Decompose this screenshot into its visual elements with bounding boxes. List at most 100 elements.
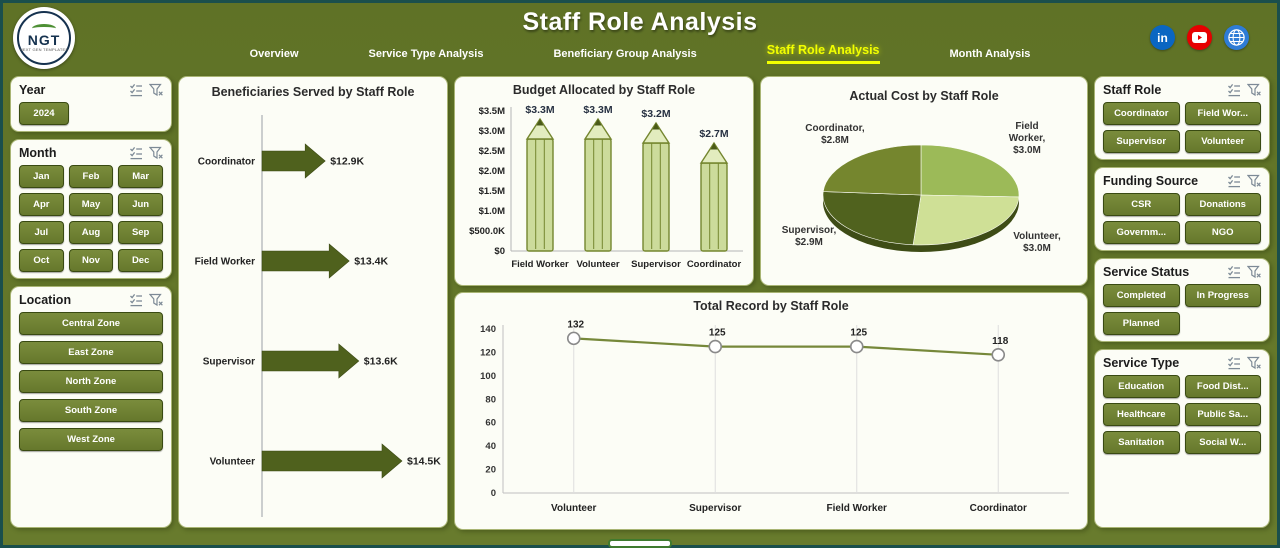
line-marker-field-worker[interactable] bbox=[849, 339, 864, 354]
multiselect-icon[interactable] bbox=[129, 146, 143, 160]
slicer-funding-source-option-ngo[interactable]: NGO bbox=[1184, 221, 1261, 244]
chart-title: Budget Allocated by Staff Role bbox=[512, 83, 696, 97]
pencil-bar[interactable] bbox=[583, 117, 613, 252]
clear-filter-icon[interactable] bbox=[1247, 174, 1261, 188]
slicer-service-type-option-food-dist[interactable]: Food Dist... bbox=[1184, 375, 1261, 398]
pencil-bar[interactable] bbox=[525, 117, 555, 252]
slicer-month: Month Jan Feb Mar Apr May Jun Jul Aug Sep Oct Nov D… bbox=[10, 139, 172, 279]
arrow-bar[interactable] bbox=[261, 343, 360, 379]
category-label: Field Worker bbox=[827, 503, 887, 514]
slicer-header: Service Type bbox=[1103, 356, 1261, 370]
slicer-month-option-apr[interactable]: Apr bbox=[19, 193, 64, 216]
pie-slice-supervisor[interactable] bbox=[822, 191, 922, 246]
pencil-bar[interactable] bbox=[641, 121, 671, 252]
slicer-location-option-south-zone[interactable]: South Zone bbox=[19, 399, 163, 422]
value-label: 132 bbox=[567, 319, 584, 330]
slicer-service-status-option-in-progress[interactable]: In Progress bbox=[1184, 284, 1261, 307]
ngt-logo-ring: NGT NEXT GEN TEMPLATES bbox=[17, 11, 71, 65]
category-label: Coordinator bbox=[198, 157, 255, 168]
y-tick-label: $1.5M bbox=[479, 186, 505, 197]
nav-tab-staff-role-analysis[interactable]: Staff Role Analysis bbox=[766, 43, 880, 64]
slicer-month-option-may[interactable]: May bbox=[68, 193, 114, 216]
value-label: $13.6K bbox=[364, 356, 398, 368]
clear-filter-icon[interactable] bbox=[149, 146, 163, 160]
linkedin-icon[interactable]: in bbox=[1150, 25, 1175, 50]
line-marker-supervisor[interactable] bbox=[708, 339, 723, 354]
y-tick-label: $3.0M bbox=[479, 126, 505, 137]
nav-tabs: Overview Service Type Analysis Beneficiary… bbox=[3, 43, 1277, 64]
clear-filter-icon[interactable] bbox=[1247, 265, 1261, 279]
slicer-staff-role-option-field-wor[interactable]: Field Wor... bbox=[1184, 102, 1261, 125]
actual-cost-chart-card: Actual Cost by Staff Role Field Worker, $3… bbox=[760, 76, 1088, 286]
slicer-staff-role-option-volunteer[interactable]: Volunteer bbox=[1184, 130, 1261, 153]
content: Year 2024 Month Jan Feb Mar Apr May Jun Jul bbox=[3, 69, 1277, 535]
slicer-month-option-sep[interactable]: Sep bbox=[118, 221, 163, 244]
slicer-month-option-dec[interactable]: Dec bbox=[118, 249, 163, 272]
clear-filter-icon[interactable] bbox=[1247, 356, 1261, 370]
slicer-header: Funding Source bbox=[1103, 174, 1261, 188]
slicer-location-option-west-zone[interactable]: West Zone bbox=[19, 428, 163, 451]
pie-slice-coordinator[interactable] bbox=[822, 144, 922, 196]
arrow-bar[interactable] bbox=[261, 243, 350, 279]
pie-label: Volunteer, $3.0M bbox=[1013, 231, 1061, 254]
multiselect-icon[interactable] bbox=[1227, 265, 1241, 279]
globe-icon[interactable] bbox=[1224, 25, 1249, 50]
chart-title: Total Record by Staff Role bbox=[693, 299, 849, 313]
line-marker-volunteer[interactable] bbox=[566, 331, 581, 346]
slicer-service-type-option-sanitation[interactable]: Sanitation bbox=[1103, 431, 1180, 454]
slicer-month-option-aug[interactable]: Aug bbox=[68, 221, 114, 244]
nav-tab-beneficiary-group-analysis[interactable]: Beneficiary Group Analysis bbox=[553, 48, 697, 60]
slicer-funding-source-option-donations[interactable]: Donations bbox=[1184, 193, 1261, 216]
line-marker-coordinator[interactable] bbox=[991, 347, 1006, 362]
multiselect-icon[interactable] bbox=[129, 293, 143, 307]
pie-slice-volunteer[interactable] bbox=[912, 194, 1020, 246]
slicer-service-type-option-social-w[interactable]: Social W... bbox=[1184, 431, 1261, 454]
slicer-header: Staff Role bbox=[1103, 83, 1261, 97]
slicer-service-type: Service Type Education Food Dist... Health… bbox=[1094, 349, 1270, 528]
y-tick-label: 40 bbox=[485, 441, 496, 452]
slicer-location-option-east-zone[interactable]: East Zone bbox=[19, 341, 163, 364]
slicer-service-status-option-completed[interactable]: Completed bbox=[1103, 284, 1180, 307]
slicer-funding-source-option-csr[interactable]: CSR bbox=[1103, 193, 1180, 216]
slicer-month-option-jul[interactable]: Jul bbox=[19, 221, 64, 244]
slicer-staff-role-option-supervisor[interactable]: Supervisor bbox=[1103, 130, 1180, 153]
clear-filter-icon[interactable] bbox=[149, 83, 163, 97]
slicer-funding-source-option-governm[interactable]: Governm... bbox=[1103, 221, 1180, 244]
nav-tab-overview[interactable]: Overview bbox=[249, 48, 299, 60]
header: NGT NEXT GEN TEMPLATES Staff Role Analys… bbox=[3, 3, 1277, 69]
multiselect-icon[interactable] bbox=[1227, 174, 1241, 188]
clear-filter-icon[interactable] bbox=[149, 293, 163, 307]
slicer-month-option-nov[interactable]: Nov bbox=[68, 249, 114, 272]
globe-glyph bbox=[1228, 29, 1245, 46]
slicer-service-type-option-education[interactable]: Education bbox=[1103, 375, 1180, 398]
slicer-month-option-mar[interactable]: Mar bbox=[118, 165, 163, 188]
chart-title: Beneficiaries Served by Staff Role bbox=[211, 85, 415, 99]
page-title: Staff Role Analysis bbox=[522, 8, 758, 36]
multiselect-icon[interactable] bbox=[1227, 356, 1241, 370]
slicer-location-option-north-zone[interactable]: North Zone bbox=[19, 370, 163, 393]
slicer-service-status-option-planned[interactable]: Planned bbox=[1103, 312, 1180, 335]
slicer-title: Service Type bbox=[1103, 356, 1180, 370]
youtube-icon[interactable] bbox=[1187, 25, 1212, 50]
pencil-bar[interactable] bbox=[699, 141, 729, 252]
slicer-month-option-jan[interactable]: Jan bbox=[19, 165, 64, 188]
pencil-chart-svg: $0 $500.0K $1.0M $1.5M $2.0M $2.5M $3.0M $3.5M $… bbox=[469, 104, 743, 270]
slicer-month-option-oct[interactable]: Oct bbox=[19, 249, 64, 272]
arrow-bar[interactable] bbox=[261, 443, 403, 479]
slicer-staff-role-option-coordinator[interactable]: Coordinator bbox=[1103, 102, 1180, 125]
multiselect-icon[interactable] bbox=[1227, 83, 1241, 97]
multiselect-icon[interactable] bbox=[129, 83, 143, 97]
arrow-bar[interactable] bbox=[261, 143, 326, 179]
slicer-month-option-feb[interactable]: Feb bbox=[68, 165, 114, 188]
slicer-year-option-2024[interactable]: 2024 bbox=[19, 102, 69, 125]
slicer-location-option-central-zone[interactable]: Central Zone bbox=[19, 312, 163, 335]
nav-tab-month-analysis[interactable]: Month Analysis bbox=[949, 48, 1031, 60]
slicer-month-option-jun[interactable]: Jun bbox=[118, 193, 163, 216]
slicer-service-type-option-public-sa[interactable]: Public Sa... bbox=[1184, 403, 1261, 426]
pie-slice-field-worker[interactable] bbox=[920, 144, 1020, 198]
bottom-partial-button[interactable] bbox=[608, 539, 672, 548]
clear-filter-icon[interactable] bbox=[1247, 83, 1261, 97]
slicer-service-type-option-healthcare[interactable]: Healthcare bbox=[1103, 403, 1180, 426]
nav-tab-service-type-analysis[interactable]: Service Type Analysis bbox=[368, 48, 484, 60]
